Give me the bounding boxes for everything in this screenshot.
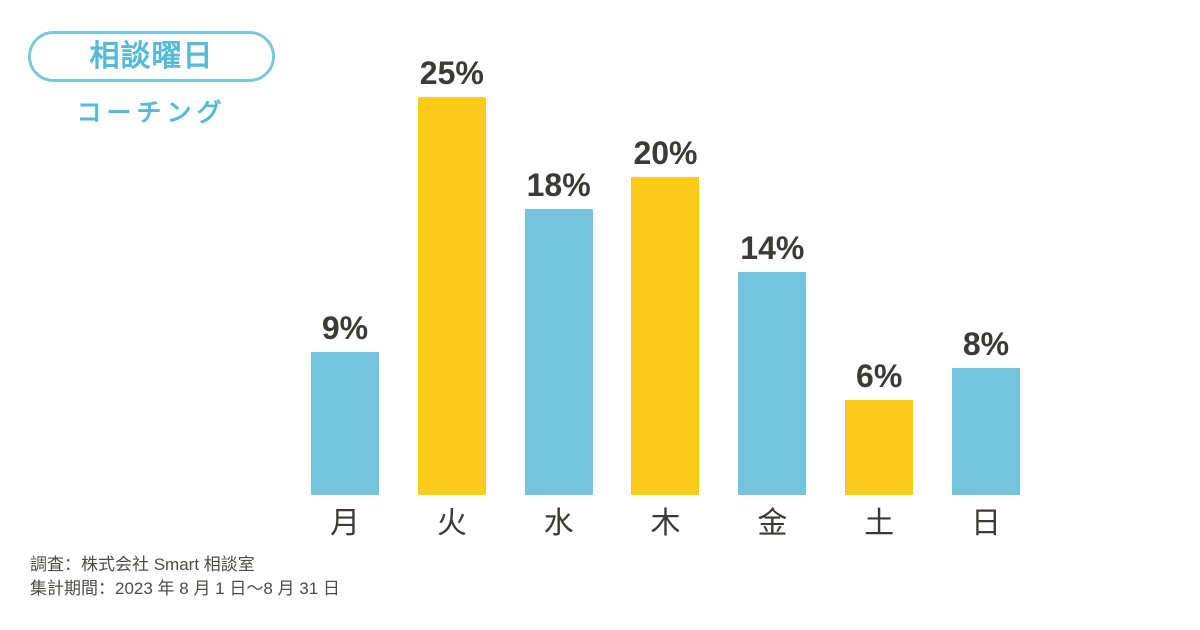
bar-value-label: 9% <box>321 310 369 346</box>
x-axis-label: 日 <box>970 507 1001 540</box>
bar-火 <box>417 97 486 495</box>
bar-column: 18% 水 <box>524 0 593 539</box>
x-axis-label: 火 <box>436 507 467 540</box>
bar-column: 6% 土 <box>845 0 914 539</box>
bar-月 <box>311 352 379 495</box>
x-axis-label: 土 <box>864 507 895 540</box>
bar-value-label: 6% <box>856 358 903 394</box>
x-axis-label: 水 <box>543 507 574 540</box>
bar-column: 14% 金 <box>738 0 807 539</box>
bar-column: 8% 日 <box>951 0 1020 539</box>
bar-水 <box>524 209 593 495</box>
period-line: 集計期間：2023 年 8 月 1 日〜8 月 31 日 <box>30 579 340 598</box>
bar-木 <box>631 177 700 495</box>
x-axis-label: 月 <box>330 507 360 540</box>
chart-header: 相談曜日 コーチング <box>28 31 275 126</box>
bar-column: 25% 火 <box>417 0 486 539</box>
bar-value-label: 14% <box>740 230 805 266</box>
title-badge: 相談曜日 <box>28 31 275 82</box>
x-axis-label: 金 <box>757 507 788 540</box>
bar-chart: 9% 月 25% 火 18% 水 20% 木 14% 金 6% 土 8% 日 <box>311 0 1020 539</box>
bar-value-label: 18% <box>526 167 591 203</box>
bar-日 <box>951 368 1020 495</box>
bar-value-label: 8% <box>962 326 1010 362</box>
source-line: 調査：株式会社 Smart 相談室 <box>30 555 255 574</box>
bar-金 <box>738 272 807 495</box>
bar-value-label: 25% <box>419 55 484 91</box>
bar-土 <box>845 400 914 495</box>
source-note: 調査：株式会社 Smart 相談室 集計期間：2023 年 8 月 1 日〜8 … <box>30 553 340 601</box>
bar-column: 9% 月 <box>311 0 379 539</box>
chart-subtitle: コーチング <box>76 99 227 127</box>
bar-value-label: 20% <box>633 135 698 171</box>
bar-column: 20% 木 <box>631 0 700 539</box>
chart-title: 相談曜日 <box>89 39 214 73</box>
x-axis-label: 木 <box>650 507 681 540</box>
